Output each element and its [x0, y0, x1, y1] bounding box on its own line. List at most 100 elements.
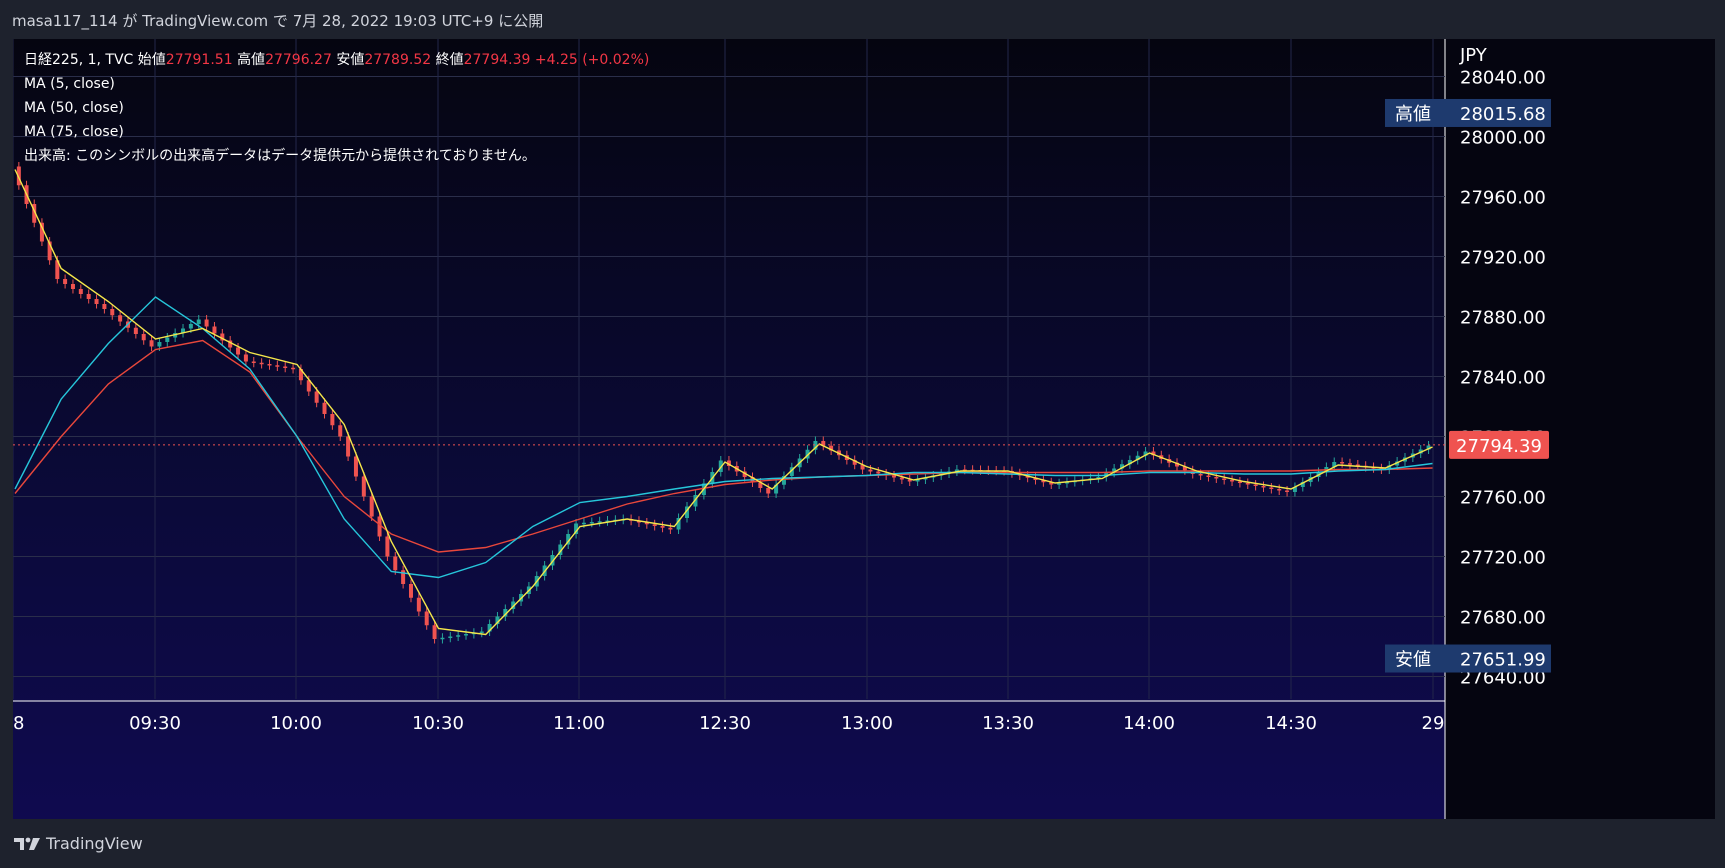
candle-body — [165, 337, 170, 342]
candle-body — [1033, 477, 1038, 480]
candle-body — [181, 328, 186, 333]
candle-body — [385, 536, 390, 557]
y-tick-label: 27960.00 — [1460, 188, 1546, 209]
candle-body — [157, 342, 162, 347]
candle-body — [829, 445, 834, 451]
candle-body — [196, 319, 201, 324]
candle-body — [1347, 463, 1352, 465]
candle-body — [1119, 464, 1124, 469]
published-line: masa117_114 が TradingView.com で 7月 28, 2… — [12, 12, 544, 30]
high-label: 高値 — [237, 52, 266, 68]
candle-body — [915, 479, 920, 482]
x-tick-label: 13:00 — [841, 713, 893, 734]
candle-body — [424, 611, 429, 626]
x-tick-label: 10:30 — [412, 713, 464, 734]
candle-body — [251, 361, 256, 363]
ma50-line — [14, 296, 1433, 579]
candle-body — [923, 477, 928, 480]
candle-body — [1426, 445, 1431, 450]
ma75-legend[interactable]: MA (75, close) — [24, 124, 124, 140]
symbol-label[interactable]: 日経225, 1, TVC — [24, 52, 134, 68]
candle-body — [212, 326, 217, 334]
volume-note: 出来高: このシンボルの出来高データはデータ提供元から提供されておりません。 — [24, 148, 536, 164]
x-tick-label: 10:00 — [270, 713, 322, 734]
candle-body — [63, 279, 68, 284]
candle-body — [742, 471, 747, 477]
candle-body — [1057, 483, 1062, 485]
candle-body — [228, 340, 233, 348]
candle-body — [1285, 490, 1290, 492]
x-tick-label: 8 — [13, 713, 24, 734]
tradingview-logo-icon — [14, 837, 40, 850]
y-tick-label: 28000.00 — [1460, 128, 1546, 149]
candle-body — [393, 556, 398, 571]
ma5-legend[interactable]: MA (5, close) — [24, 76, 115, 92]
candle-body — [78, 289, 83, 294]
candle-body — [1245, 483, 1250, 485]
candle-body — [1049, 482, 1054, 485]
candle-body — [574, 523, 579, 534]
chart-svg[interactable]: 27640.0027680.0027720.0027760.0027800.00… — [13, 39, 1715, 819]
candle-body — [1151, 451, 1156, 456]
candle-body — [448, 636, 453, 638]
tradingview-logo[interactable]: TradingView — [14, 834, 143, 853]
candle-body — [660, 526, 665, 528]
high-tag-label: 高値 — [1395, 104, 1431, 125]
candle-body — [440, 637, 445, 640]
candle-body — [1253, 484, 1258, 486]
candle-body — [1277, 489, 1282, 491]
candle-body — [550, 555, 555, 566]
y-tick-label: 27880.00 — [1460, 308, 1546, 329]
candle-body — [479, 631, 484, 633]
candle-body — [1355, 464, 1360, 466]
candle-body — [758, 482, 763, 488]
candle-body — [589, 522, 594, 524]
candle-body — [86, 294, 91, 299]
candle-body — [432, 625, 437, 639]
candle-body — [868, 469, 873, 472]
candle-body — [188, 324, 193, 329]
candle-body — [876, 471, 881, 474]
y-tick-label: 27840.00 — [1460, 368, 1546, 389]
candle-body — [464, 634, 469, 636]
candle-body — [1182, 466, 1187, 471]
candle-body — [821, 441, 826, 446]
x-tick-label: 14:00 — [1123, 713, 1175, 734]
currency-label: JPY — [1459, 45, 1488, 66]
candle-body — [133, 327, 138, 334]
ma50-legend[interactable]: MA (50, close) — [24, 100, 124, 116]
candle-body — [306, 380, 311, 392]
high-tag-value: 28015.68 — [1460, 104, 1546, 125]
y-tick-label: 27640.00 — [1460, 668, 1546, 689]
candle-body — [774, 484, 779, 494]
candle-body — [685, 506, 689, 518]
tradingview-brand: TradingView — [46, 834, 143, 853]
candle-body — [1292, 487, 1297, 492]
candle-body — [118, 315, 123, 322]
candle-body — [1175, 462, 1180, 467]
candle-body — [892, 475, 897, 478]
candle-body — [361, 476, 366, 497]
candle-body — [1237, 481, 1242, 483]
high-value: 27796.27 — [265, 52, 332, 68]
candle-body — [275, 365, 280, 367]
candle-body — [1135, 455, 1140, 460]
candle-body — [813, 441, 818, 450]
candle-body — [1261, 486, 1266, 488]
candle-body — [369, 496, 374, 517]
candle-body — [766, 488, 771, 494]
candle-body — [416, 597, 421, 612]
candle-body — [693, 495, 698, 507]
candle-body — [283, 366, 288, 368]
candle-body — [39, 222, 44, 242]
candle-body — [636, 520, 641, 523]
candle-body — [954, 469, 959, 472]
price-axis — [1445, 39, 1715, 819]
candle-body — [1269, 487, 1274, 489]
open-value: 27791.51 — [165, 52, 233, 68]
candle-body — [668, 527, 673, 530]
change-value: +4.25 (+0.02%) — [534, 52, 650, 68]
low-label: 安値 — [336, 52, 365, 68]
chart-area[interactable]: 27640.0027680.0027720.0027760.0027800.00… — [13, 39, 1715, 819]
candles — [16, 162, 1431, 644]
